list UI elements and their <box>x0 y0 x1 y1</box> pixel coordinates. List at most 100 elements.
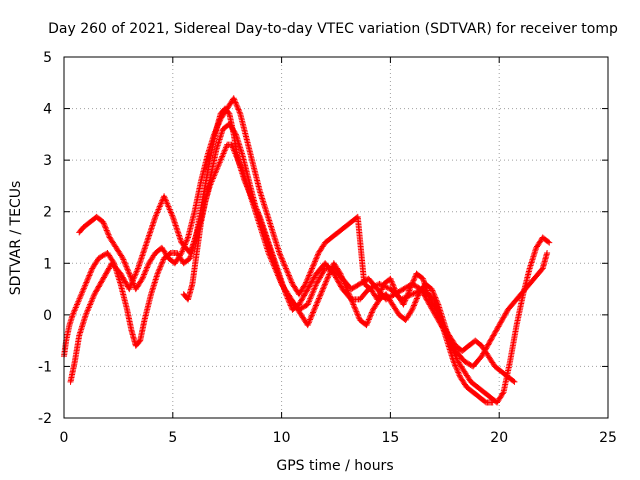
data-point <box>314 299 321 306</box>
chart-title: Day 260 of 2021, Sidereal Day-to-day VTE… <box>48 21 618 37</box>
data-point <box>454 356 461 363</box>
data-point <box>311 306 318 313</box>
data-point <box>180 244 187 251</box>
data-point <box>183 238 190 245</box>
data-point <box>491 331 498 338</box>
y-tick-labels: -2 -1 0 1 2 3 4 5 <box>38 50 52 427</box>
y-tick-label: 2 <box>43 205 52 221</box>
data-point <box>340 277 347 284</box>
data-point <box>105 231 112 238</box>
data-point <box>212 169 219 176</box>
data-point <box>312 303 319 310</box>
data-point <box>501 313 508 320</box>
data-point <box>324 275 331 282</box>
data-point <box>128 274 135 281</box>
data-point <box>497 319 504 326</box>
data-point <box>236 109 243 116</box>
data-point <box>304 276 311 283</box>
data-point <box>410 277 417 284</box>
data-point <box>235 157 242 164</box>
data-point <box>221 147 228 154</box>
data-point <box>184 235 191 242</box>
data-point <box>310 261 317 268</box>
grid-lines <box>64 57 608 418</box>
data-point <box>365 317 372 324</box>
data-point <box>338 273 345 280</box>
data-point <box>126 272 133 279</box>
data-point <box>85 275 92 282</box>
data-point <box>499 390 506 397</box>
data-point <box>145 261 152 268</box>
data-point <box>94 286 101 293</box>
data-point <box>411 301 418 308</box>
axis-ticks <box>63 56 609 419</box>
data-point <box>321 282 328 289</box>
data-point <box>167 209 174 216</box>
y-tick-label: -1 <box>38 359 52 375</box>
data-point <box>431 291 438 298</box>
data-point <box>337 270 344 277</box>
data-point <box>237 161 244 168</box>
data-point <box>103 226 110 233</box>
data-point <box>88 266 95 273</box>
data-point <box>133 268 140 275</box>
data-point <box>281 262 288 269</box>
data-point <box>309 278 316 285</box>
data-point <box>332 273 339 280</box>
data-point <box>216 118 223 125</box>
data-point <box>308 279 315 286</box>
data-point <box>211 131 218 138</box>
data-point <box>179 248 186 255</box>
data-point <box>450 348 457 355</box>
data-point <box>126 286 133 293</box>
data-point <box>490 332 497 339</box>
data-point <box>349 300 356 307</box>
x-tick-label: 25 <box>599 430 617 446</box>
data-point <box>138 277 145 284</box>
data-point <box>155 206 162 213</box>
data-point <box>86 303 93 310</box>
data-point <box>158 262 165 269</box>
data-point <box>126 270 133 277</box>
data-point <box>455 370 462 377</box>
data-point <box>411 276 418 283</box>
data-point <box>311 273 318 280</box>
data-point <box>156 266 163 273</box>
data-point <box>453 365 460 372</box>
data-point <box>233 102 240 109</box>
data-point <box>415 292 422 299</box>
data-point <box>306 282 313 289</box>
data-point <box>75 298 82 305</box>
data-point <box>209 177 216 184</box>
data-point <box>142 267 149 274</box>
data-point <box>213 125 220 132</box>
data-point <box>488 336 495 343</box>
data-point <box>122 262 129 269</box>
data-point <box>210 174 217 181</box>
x-tick-label: 5 <box>168 430 177 446</box>
data-point <box>355 314 362 321</box>
data-point <box>321 281 328 288</box>
data-point <box>123 263 130 270</box>
data-point <box>95 283 102 290</box>
data-point <box>81 283 88 290</box>
data-point <box>71 307 78 314</box>
data-point <box>278 279 285 286</box>
data-point <box>364 319 371 326</box>
data-point <box>348 297 355 304</box>
data-point <box>317 274 324 281</box>
data-point <box>352 307 359 314</box>
data-point <box>119 274 126 281</box>
data-point <box>277 278 284 285</box>
data-point <box>84 276 91 283</box>
data-point <box>354 311 361 318</box>
data-point <box>216 159 223 166</box>
data-point <box>87 269 94 276</box>
data-point <box>119 255 126 262</box>
data-point <box>87 301 94 308</box>
data-point <box>302 289 309 296</box>
data-point <box>304 286 311 293</box>
data-point <box>86 272 93 279</box>
data-point <box>314 279 321 286</box>
data-point <box>315 295 322 302</box>
